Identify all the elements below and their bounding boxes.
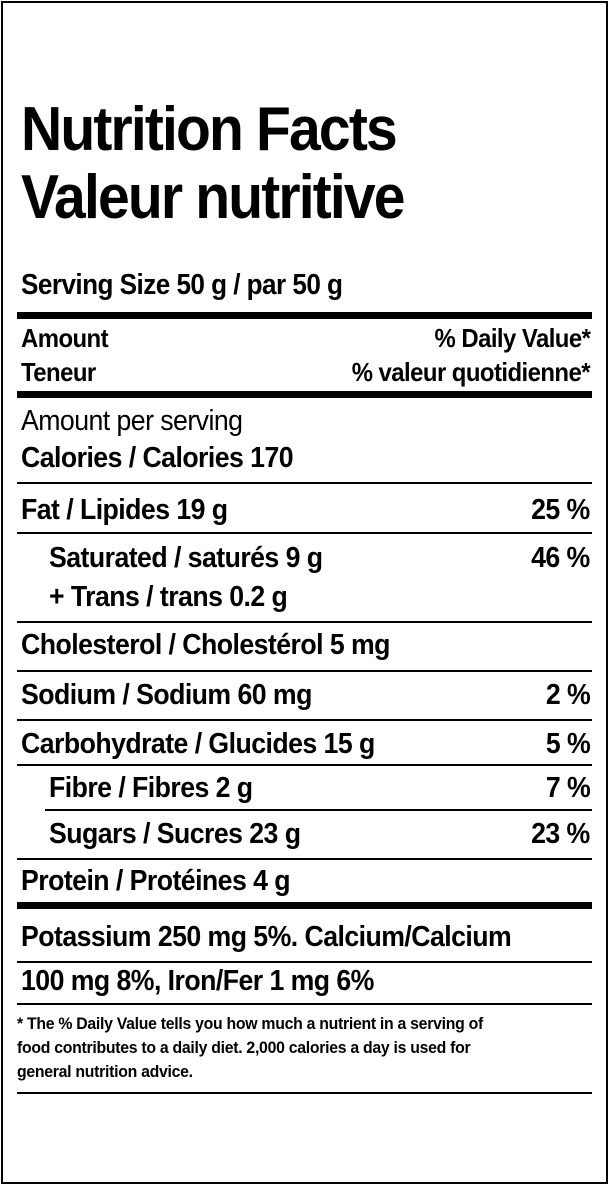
- divider-thick: [17, 312, 592, 319]
- nutrient-label: Fat / Lipides 19 g: [21, 494, 228, 526]
- divider-thin: [17, 719, 592, 721]
- title-french: Valeur nutritive: [21, 163, 406, 232]
- serving-size: Serving Size 50 g / par 50 g: [21, 269, 343, 301]
- divider-thin: [17, 482, 592, 484]
- divider-thin: [17, 858, 592, 860]
- footnote-line: general nutrition advice.: [17, 1062, 193, 1081]
- nutrient-label: Fibre / Fibres 2 g: [49, 772, 253, 804]
- nutrient-label: Saturated / saturés 9 g: [49, 542, 323, 574]
- nutrient-dv: 25 %: [531, 494, 590, 526]
- nutrient-dv: 7 %: [545, 772, 591, 804]
- divider-thin: [17, 764, 592, 766]
- nutrient-label: Sodium / Sodium 60 mg: [21, 679, 312, 711]
- nutrient-label: Sugars / Sucres 23 g: [49, 818, 301, 850]
- divider-thin-indented: [45, 809, 592, 811]
- minerals-text: Potassium 250 mg 5%. Calcium/Calcium: [21, 921, 512, 953]
- calories-label: Calories / Calories 170: [21, 442, 294, 474]
- divider-thin: [17, 532, 592, 534]
- divider-thin: [17, 1003, 592, 1005]
- footnote-line: food contributes to a daily diet. 2,000 …: [17, 1038, 471, 1057]
- nutrient-dv: 2 %: [545, 679, 591, 711]
- valeur-quotidienne-header: % valeur quotidienne*: [351, 357, 591, 387]
- divider-thin: [17, 670, 592, 672]
- teneur-header: Teneur: [21, 357, 96, 387]
- divider-thin: [17, 621, 592, 623]
- nutrient-dv: 46 %: [531, 542, 590, 574]
- daily-value-header: % Daily Value*: [434, 323, 590, 353]
- divider-thick: [17, 391, 592, 398]
- label-title: Nutrition Facts Valeur nutritive: [21, 95, 406, 232]
- nutrient-dv: 23 %: [531, 818, 590, 850]
- footnote-line: * The % Daily Value tells you how much a…: [17, 1014, 483, 1033]
- title-english: Nutrition Facts: [21, 95, 398, 164]
- divider-thick: [17, 902, 592, 909]
- nutrient-label: Protein / Protéines 4 g: [21, 865, 291, 897]
- label-content: Nutrition Facts Valeur nutritive Serving…: [17, 3, 592, 1182]
- divider-thin: [17, 1092, 592, 1094]
- divider-thin: [17, 961, 592, 963]
- minerals-text: 100 mg 8%, Iron/Fer 1 mg 6%: [21, 965, 374, 997]
- footnote: * The % Daily Value tells you how much a…: [17, 1012, 588, 1084]
- amount-header: Amount: [21, 323, 109, 353]
- nutrient-label: Carbohydrate / Glucides 15 g: [21, 728, 375, 760]
- amount-per-serving-text: Amount per serving: [21, 405, 243, 437]
- nutrient-dv: 5 %: [545, 728, 591, 760]
- nutrient-label: + Trans / trans 0.2 g: [49, 581, 288, 613]
- nutrient-label: Cholesterol / Cholestérol 5 mg: [21, 629, 390, 661]
